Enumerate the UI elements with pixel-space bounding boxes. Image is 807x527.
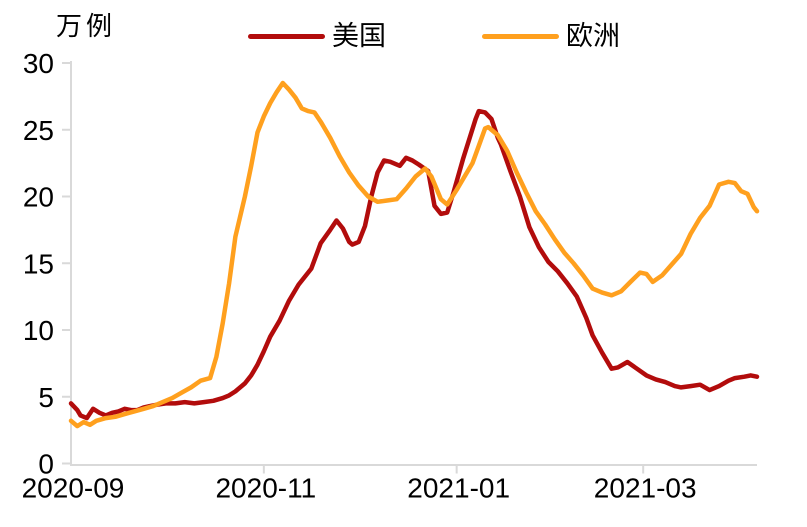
y-tick-label: 25 (23, 115, 54, 146)
y-tick-label: 20 (23, 182, 54, 213)
legend-line-us-icon (248, 33, 325, 39)
legend-item-europe: 欧洲 (482, 20, 620, 51)
legend-item-us: 美国 (248, 20, 386, 51)
y-tick-label: 5 (38, 382, 54, 413)
legend: 美国 欧洲 (248, 14, 620, 58)
x-tick-label: 2020-11 (215, 473, 316, 504)
y-axis-unit-label: 万例 (56, 12, 117, 41)
y-tick-label: 10 (23, 315, 54, 346)
series-line-us (68, 108, 760, 421)
y-tick-label: 0 (38, 449, 54, 480)
legend-label-europe: 欧洲 (566, 20, 620, 51)
series-line-europe (68, 80, 760, 429)
x-tick-label: 2021-03 (594, 473, 697, 504)
legend-line-europe-icon (482, 33, 559, 39)
y-tick-label: 30 (23, 48, 54, 79)
x-tick-label: 2020-09 (22, 473, 125, 504)
legend-label-us: 美国 (332, 20, 386, 51)
y-tick-label: 15 (23, 248, 54, 279)
x-tick-label: 2021-01 (407, 473, 510, 504)
